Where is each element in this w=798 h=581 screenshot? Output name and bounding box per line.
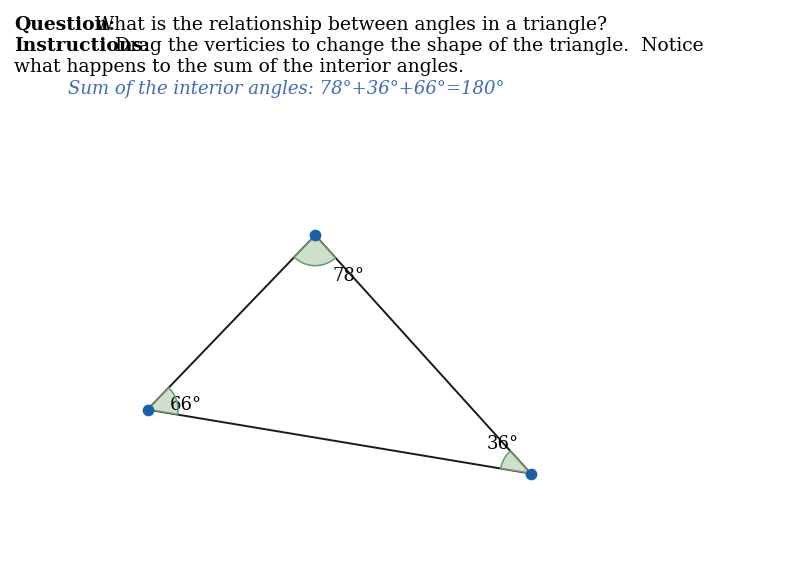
Text: Question:: Question:	[14, 16, 116, 34]
Polygon shape	[501, 451, 531, 474]
Text: what happens to the sum of the interior angles.: what happens to the sum of the interior …	[14, 58, 464, 76]
Text: Drag the verticies to change the shape of the triangle.  Notice: Drag the verticies to change the shape o…	[109, 37, 703, 55]
Polygon shape	[294, 235, 335, 266]
Text: Instructions:: Instructions:	[14, 37, 150, 55]
Point	[141, 405, 154, 414]
Point	[309, 231, 322, 240]
Text: Sum of the interior angles: 78°+36°+66°=180°: Sum of the interior angles: 78°+36°+66°=…	[68, 80, 504, 98]
Text: 36°: 36°	[487, 435, 519, 453]
Polygon shape	[148, 388, 178, 415]
Text: 66°: 66°	[170, 396, 202, 414]
Text: 78°: 78°	[333, 267, 365, 285]
Text: What is the relationship between angles in a triangle?: What is the relationship between angles …	[89, 16, 607, 34]
Point	[524, 469, 537, 478]
